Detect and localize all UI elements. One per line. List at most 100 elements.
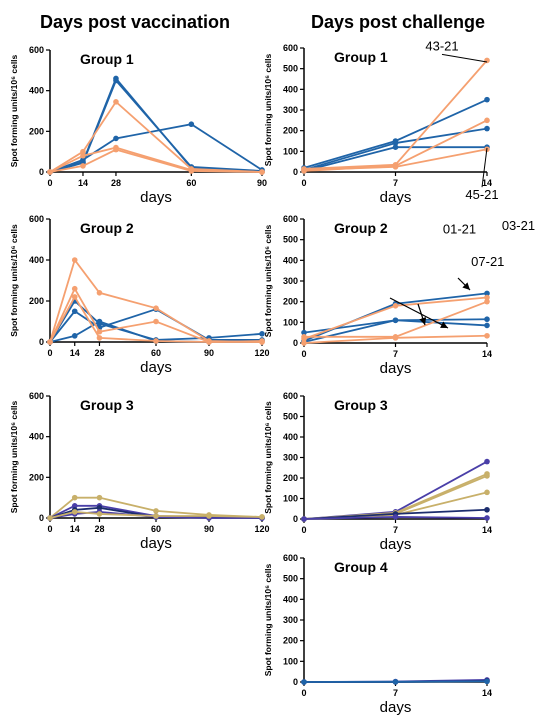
x-tick-label: 90: [204, 348, 214, 358]
y-axis-label: Spot forming units/10⁶ cells: [263, 53, 273, 166]
y-tick-label: 200: [29, 296, 44, 306]
annotation-label: 07-21: [471, 254, 504, 269]
y-tick-label: 0: [39, 513, 44, 523]
data-point: [392, 303, 399, 309]
y-tick-label: 100: [283, 317, 298, 327]
series-line-5: [49, 510, 263, 519]
data-point: [71, 503, 78, 509]
data-point: [259, 331, 265, 337]
x-axis-label: days: [140, 535, 172, 552]
data-point: [392, 678, 399, 685]
x-tick-label: 28: [94, 348, 104, 358]
data-point: [484, 57, 490, 64]
data-point: [484, 316, 490, 323]
x-tick-label: 14: [482, 349, 492, 359]
x-tick-label: 60: [151, 524, 161, 534]
y-tick-label: 0: [39, 337, 44, 347]
y-tick-label: 300: [283, 453, 298, 463]
panel-title: Group 2: [80, 220, 134, 236]
annotation-label: 43-21: [425, 38, 458, 53]
data-point: [206, 513, 212, 519]
data-point: [96, 511, 103, 517]
x-tick-label: 14: [70, 524, 80, 534]
data-point: [484, 515, 490, 521]
y-tick-label: 500: [283, 574, 298, 584]
x-tick-label: 0: [47, 524, 52, 534]
data-point: [259, 339, 265, 345]
annotation-label: 45-21: [465, 187, 498, 202]
data-point: [80, 157, 86, 163]
data-point: [392, 144, 399, 150]
data-point: [188, 121, 195, 128]
data-point: [71, 257, 78, 263]
y-tick-label: 400: [283, 255, 298, 265]
y-tick-label: 200: [29, 126, 44, 136]
data-point: [113, 146, 119, 153]
x-tick-label: 90: [257, 178, 267, 188]
x-tick-label: 14: [482, 688, 492, 698]
data-point: [484, 458, 490, 465]
x-tick-label: 0: [301, 349, 306, 359]
annotation-arrow: [389, 297, 449, 329]
data-point: [80, 148, 86, 155]
annotation-label: 01-21: [443, 222, 476, 237]
data-point: [484, 96, 490, 103]
data-point: [71, 333, 78, 339]
panel-title: Group 1: [334, 49, 388, 65]
data-point: [153, 305, 159, 311]
y-tick-label: 0: [293, 514, 298, 524]
data-point: [392, 514, 399, 520]
y-tick-label: 0: [293, 167, 298, 177]
data-point: [113, 77, 119, 84]
x-axis-label: days: [140, 359, 172, 376]
x-tick-label: 60: [186, 178, 196, 188]
y-tick-label: 400: [283, 432, 298, 442]
panel-title: Group 1: [80, 51, 134, 67]
data-point: [484, 473, 490, 479]
data-point: [484, 332, 490, 339]
x-tick-label: 120: [254, 524, 269, 534]
data-point: [47, 169, 53, 175]
data-point: [96, 290, 103, 296]
chart-panel-3: 0 200 400 600 0 14 28 60 90 120 days Spot forming u…: [9, 214, 270, 376]
x-tick-label: 0: [301, 688, 306, 698]
x-axis-label: days: [140, 189, 172, 206]
x-tick-label: 7: [393, 688, 398, 698]
data-point: [392, 335, 399, 341]
data-point: [484, 322, 490, 329]
header-left: Days post vaccination: [40, 12, 230, 32]
data-point: [96, 318, 103, 325]
data-point: [392, 140, 399, 146]
x-tick-label: 14: [70, 348, 80, 358]
data-point: [301, 329, 307, 336]
y-tick-label: 600: [283, 43, 298, 53]
y-axis-label: Spot forming units/10⁶ cells: [9, 400, 19, 513]
x-tick-label: 60: [151, 348, 161, 358]
panel-title: Group 3: [80, 397, 134, 413]
x-axis-label: days: [380, 536, 412, 553]
y-tick-label: 0: [39, 167, 44, 177]
data-point: [96, 505, 103, 511]
x-axis-label: days: [380, 189, 412, 206]
y-tick-label: 600: [29, 214, 44, 224]
x-axis-label: days: [380, 699, 412, 716]
y-tick-label: 0: [293, 338, 298, 348]
y-tick-label: 200: [29, 472, 44, 482]
y-tick-label: 300: [283, 615, 298, 625]
y-tick-label: 500: [283, 64, 298, 74]
x-tick-label: 120: [254, 348, 269, 358]
data-point: [96, 494, 103, 501]
chart-panel-4: 0 100 200 300 400 500 600 0 7 14 days Spot forming …: [263, 214, 535, 377]
chart-panel-7: 0 100 200 300 400 500 600 0 7 14 days Spot forming …: [263, 553, 492, 716]
y-tick-label: 200: [283, 473, 298, 483]
data-point: [392, 164, 399, 170]
y-axis-label: Spot forming units/10⁶ cells: [263, 563, 273, 676]
y-tick-label: 200: [283, 297, 298, 307]
data-point: [206, 339, 212, 345]
annotation-arrow: [457, 277, 471, 291]
annotation-pointer: [441, 53, 488, 63]
y-tick-label: 400: [29, 86, 44, 96]
data-point: [188, 168, 195, 174]
data-point: [71, 285, 78, 292]
